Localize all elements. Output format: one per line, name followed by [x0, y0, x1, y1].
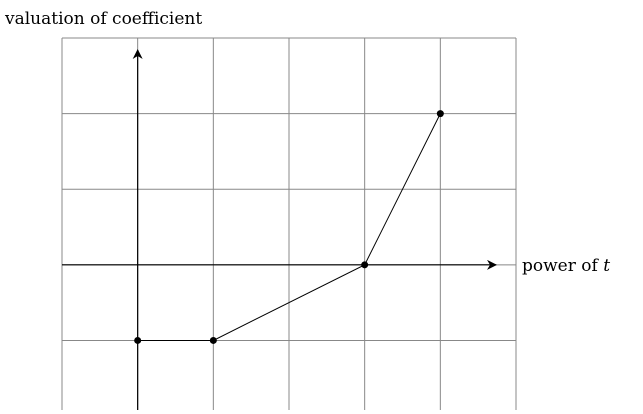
data-point — [361, 261, 369, 269]
data-point — [134, 336, 142, 344]
data-point — [436, 110, 444, 118]
y-axis-label: valuation of coefficient — [4, 9, 202, 29]
data-line — [137, 113, 441, 341]
x-axis-label: power of t — [522, 256, 610, 276]
data-point — [209, 336, 217, 344]
